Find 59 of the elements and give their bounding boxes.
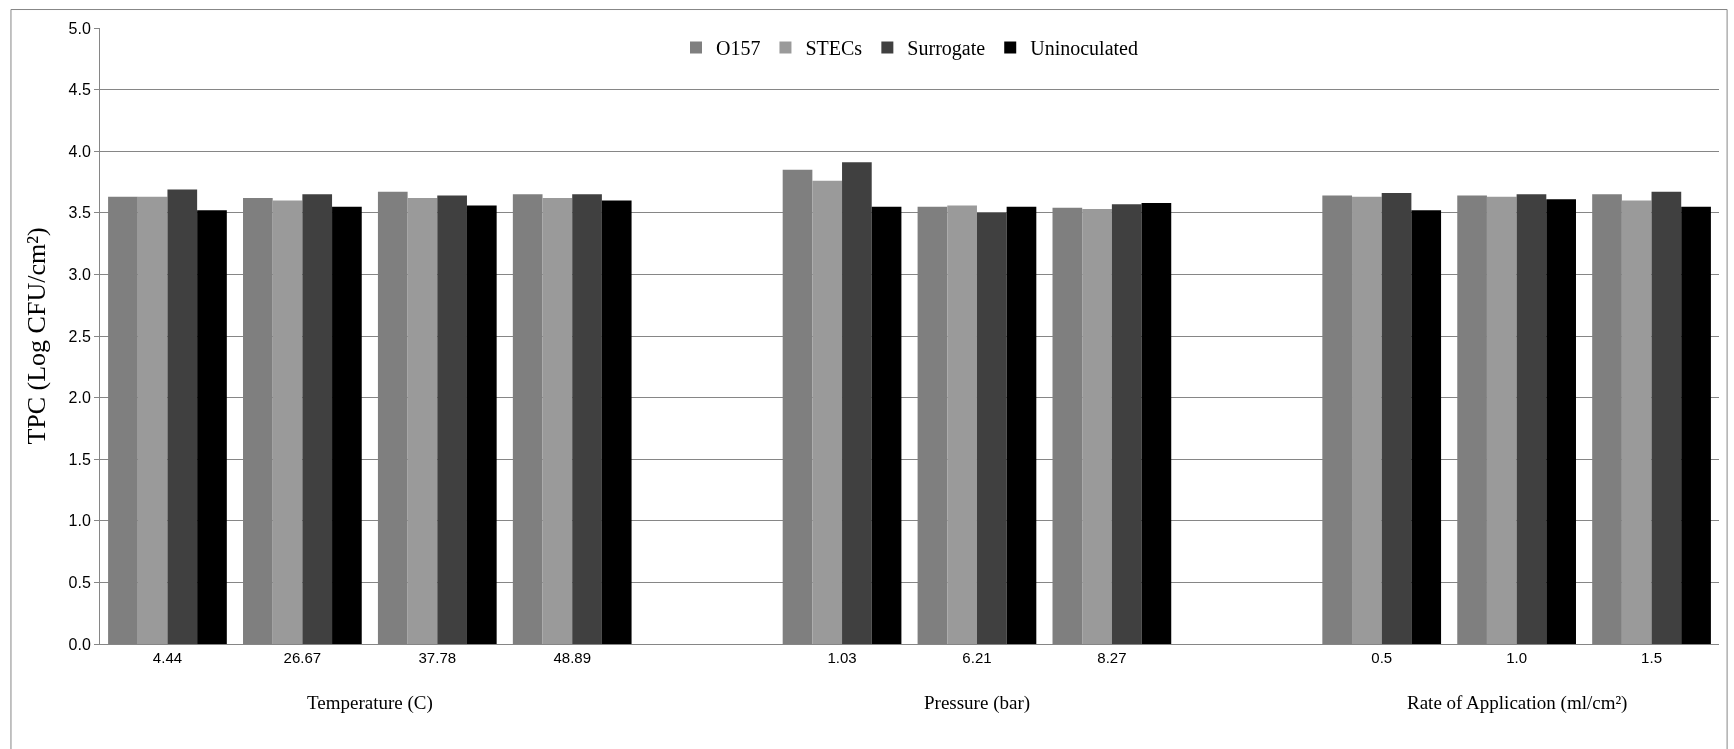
bar [1006,206,1037,644]
bar [601,200,632,644]
bar [947,205,977,644]
y-tick-label: 3.5 [68,204,91,222]
bar [842,162,872,644]
y-tick-label: 0.5 [68,574,91,591]
x-tick-label: 48.89 [553,649,591,666]
y-tick-label: 5.0 [68,19,91,37]
y-tick-label: 0.0 [68,635,91,653]
x-tick-label: 4.44 [152,649,183,666]
y-tick-label: 2.0 [68,389,91,407]
y-tick-label: 1.5 [68,450,91,468]
bar [1621,200,1652,644]
bar [976,212,1007,644]
bar [437,195,467,644]
x-tick-label: 1.0 [1506,649,1528,666]
x-tick-label: 37.78 [418,649,457,666]
bar [407,198,438,644]
bar [871,206,902,644]
bar [1411,210,1442,644]
x-tick-label: 1.5 [1641,649,1662,666]
bar [1681,206,1711,644]
text: Pressure (bar) [924,692,1031,714]
legend-label: Uninoculated [1030,37,1138,60]
x-tick-label: 0.5 [1371,649,1393,666]
bar [1516,194,1547,644]
y-tick-label: 2.5 [68,327,91,345]
x-tick-label: 6.21 [962,649,992,666]
x-tick-label: 26.67 [283,649,322,666]
bar [466,205,497,644]
y-tick-label: 3.0 [68,266,91,283]
y-tick-label: 4.0 [68,142,91,160]
bar [1486,196,1517,644]
bar [197,210,227,644]
bar [302,194,333,644]
bar [1111,204,1142,644]
bar [542,198,573,644]
x-tick-label: 1.03 [827,649,857,666]
bar [332,206,362,644]
y-tick-label: 4.5 [68,81,91,99]
x-tick-label: 8.27 [1097,649,1127,666]
bar [1352,196,1382,644]
legend-label: Surrogate [907,37,986,61]
bar [167,189,198,644]
bar [1141,202,1172,644]
legend-label: STECs [805,37,863,60]
text: Temperature (C) [307,692,433,714]
bar [1651,191,1682,644]
bar [1381,193,1412,644]
bar [572,194,602,644]
bar [1546,199,1576,644]
y-axis-title: TPC (Log CFU/cm²) [21,227,51,445]
bar [812,180,843,644]
bar [1082,209,1112,644]
text: Rate of Application (ml/cm²) [1407,692,1628,714]
bar [272,200,303,644]
y-tick-label: 1.0 [68,512,91,530]
bar [137,196,168,644]
legend-label: O157 [716,37,761,60]
